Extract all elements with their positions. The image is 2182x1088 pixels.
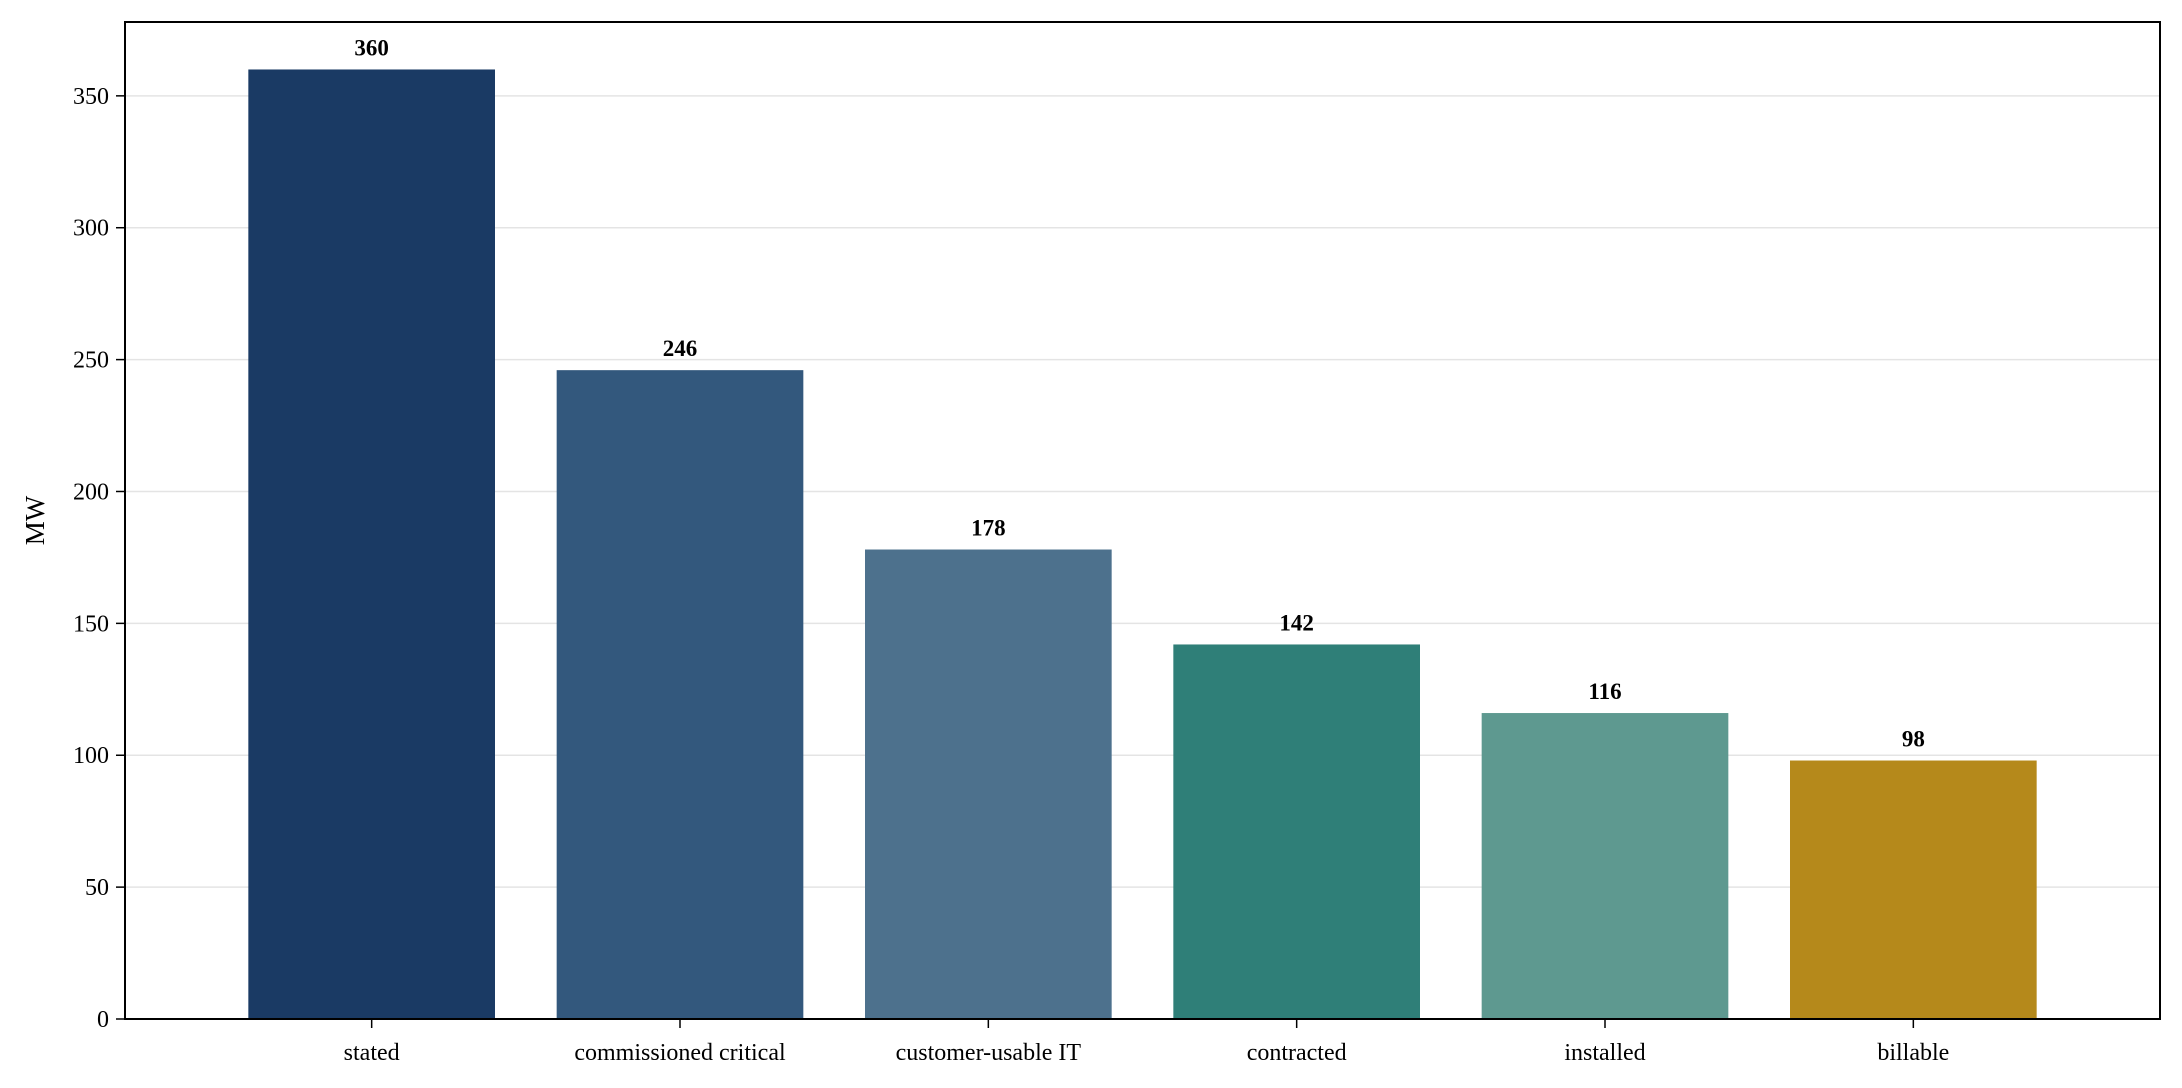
bar-value-label: 178 bbox=[971, 516, 1006, 541]
x-tick-label: contracted bbox=[1247, 1040, 1347, 1066]
bar-value-label: 98 bbox=[1902, 727, 1925, 752]
bar-value-label: 246 bbox=[663, 336, 698, 361]
x-axis-ticks: stated commissioned critical customer-usab… bbox=[344, 1019, 1949, 1066]
bar-contracted bbox=[1173, 644, 1420, 1019]
bar-installed bbox=[1481, 713, 1729, 1019]
plot-frame bbox=[124, 21, 2161, 1020]
x-tick-label: installed bbox=[1564, 1040, 1645, 1066]
bars bbox=[248, 69, 2037, 1020]
y-tick-label: 50 bbox=[85, 875, 109, 901]
bar-customer-usable-it bbox=[865, 549, 1112, 1019]
bar-value-label: 142 bbox=[1279, 610, 1314, 635]
bar-stated bbox=[248, 69, 495, 1019]
y-tick-label: 300 bbox=[73, 216, 109, 242]
bar-value-label: 360 bbox=[354, 35, 389, 60]
x-tick-label: billable bbox=[1877, 1040, 1949, 1066]
bar-value-label: 116 bbox=[1588, 679, 1621, 704]
y-tick-label: 150 bbox=[73, 611, 109, 637]
y-axis-ticks: 0 50 100 150 200 250 300 350 bbox=[73, 84, 125, 1033]
y-tick-label: 0 bbox=[97, 1007, 109, 1033]
x-tick-label: commissioned critical bbox=[574, 1040, 786, 1066]
x-tick-label: customer-usable IT bbox=[896, 1040, 1082, 1066]
y-axis-title: MW bbox=[20, 495, 50, 545]
bar-billable bbox=[1790, 760, 2037, 1019]
bar-commissioned-critical bbox=[556, 370, 804, 1020]
y-tick-label: 350 bbox=[73, 84, 109, 110]
y-tick-label: 250 bbox=[73, 348, 109, 374]
y-tick-label: 100 bbox=[73, 743, 109, 769]
value-labels: 360 246 178 142 116 98 bbox=[354, 35, 1924, 751]
x-tick-label: stated bbox=[344, 1040, 400, 1066]
y-tick-label: 200 bbox=[73, 479, 109, 505]
